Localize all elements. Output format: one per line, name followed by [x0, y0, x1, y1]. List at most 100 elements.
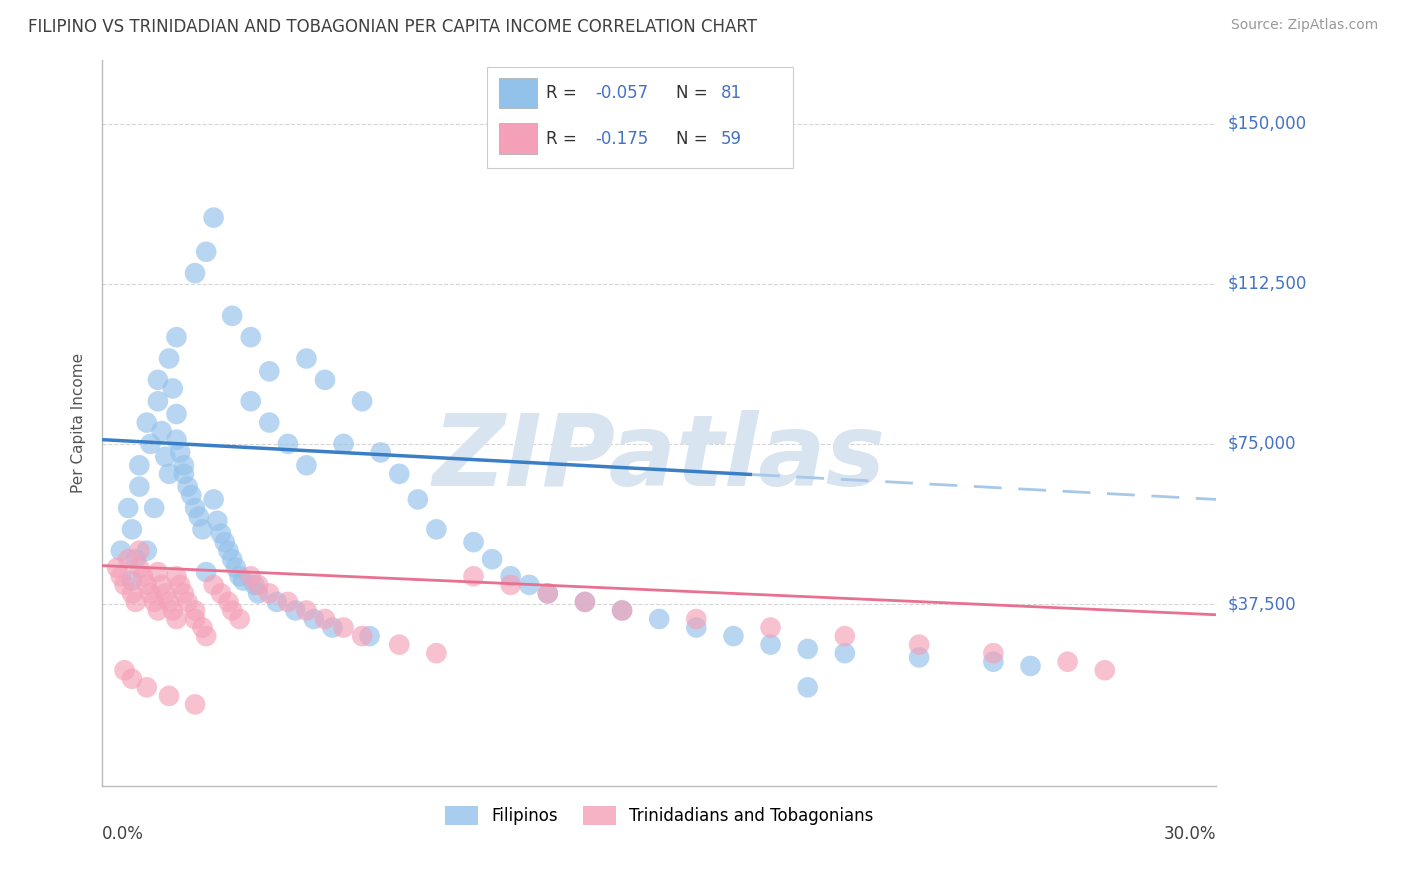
Point: [259, 416, 281, 430]
Point: [221, 552, 243, 566]
Point: [207, 514, 229, 528]
Text: 81: 81: [720, 84, 741, 102]
Text: 0.0%: 0.0%: [103, 825, 143, 844]
Point: [195, 565, 218, 579]
Point: [908, 650, 931, 665]
Point: [321, 621, 343, 635]
Point: [155, 450, 177, 464]
Point: [114, 663, 136, 677]
Point: [352, 629, 374, 643]
Point: [499, 578, 522, 592]
Point: [359, 629, 381, 643]
Point: [425, 646, 447, 660]
Point: [225, 561, 247, 575]
Point: [128, 561, 150, 575]
Point: [406, 492, 429, 507]
Point: [155, 586, 177, 600]
Point: [139, 586, 162, 600]
Point: [295, 603, 318, 617]
Point: [135, 416, 157, 430]
Text: -0.175: -0.175: [596, 129, 650, 148]
Point: [176, 595, 198, 609]
Point: [202, 578, 225, 592]
Point: [796, 681, 818, 695]
Point: [121, 586, 143, 600]
Point: [117, 552, 139, 566]
Point: [332, 437, 354, 451]
Point: [135, 578, 157, 592]
Point: [187, 509, 209, 524]
Point: [110, 543, 132, 558]
Point: [517, 578, 540, 592]
Point: [463, 535, 485, 549]
Point: [143, 595, 166, 609]
Point: [150, 578, 173, 592]
Point: [173, 458, 195, 473]
Text: $150,000: $150,000: [1227, 115, 1306, 133]
Point: [180, 488, 202, 502]
FancyBboxPatch shape: [499, 123, 537, 154]
Point: [184, 603, 207, 617]
Point: [166, 612, 188, 626]
Y-axis label: Per Capita Income: Per Capita Income: [72, 352, 86, 492]
Text: N =: N =: [676, 129, 713, 148]
Point: [228, 569, 250, 583]
Point: [277, 437, 299, 451]
Point: [176, 480, 198, 494]
Text: ZIPatlas: ZIPatlas: [433, 410, 886, 508]
Point: [184, 698, 207, 712]
Point: [105, 561, 128, 575]
Point: [191, 621, 214, 635]
Point: [184, 612, 207, 626]
Point: [259, 586, 281, 600]
Text: 59: 59: [720, 129, 741, 148]
Point: [228, 612, 250, 626]
Point: [463, 569, 485, 583]
Point: [295, 351, 318, 366]
Point: [302, 612, 325, 626]
Point: [135, 543, 157, 558]
Point: [388, 467, 411, 481]
Point: [128, 480, 150, 494]
Point: [166, 433, 188, 447]
Point: [388, 638, 411, 652]
Point: [610, 603, 633, 617]
Point: [157, 595, 180, 609]
Point: [121, 522, 143, 536]
Point: [195, 244, 218, 259]
Point: [209, 526, 232, 541]
Point: [114, 578, 136, 592]
Point: [169, 445, 191, 459]
Point: [259, 364, 281, 378]
Point: [169, 578, 191, 592]
Point: [759, 621, 782, 635]
Point: [370, 445, 392, 459]
Point: [648, 612, 671, 626]
Point: [191, 522, 214, 536]
Legend: Filipinos, Trinidadians and Tobagonians: Filipinos, Trinidadians and Tobagonians: [437, 799, 880, 831]
Point: [217, 543, 239, 558]
Point: [295, 458, 318, 473]
FancyBboxPatch shape: [499, 78, 537, 108]
Point: [239, 569, 262, 583]
Point: [166, 407, 188, 421]
Point: [352, 394, 374, 409]
Point: [908, 638, 931, 652]
Text: Source: ZipAtlas.com: Source: ZipAtlas.com: [1230, 18, 1378, 32]
Point: [239, 330, 262, 344]
Point: [143, 500, 166, 515]
Point: [184, 266, 207, 280]
Point: [162, 381, 184, 395]
Point: [121, 574, 143, 588]
Point: [173, 467, 195, 481]
Point: [247, 586, 270, 600]
Point: [834, 629, 856, 643]
Point: [217, 595, 239, 609]
Point: [221, 603, 243, 617]
Point: [128, 543, 150, 558]
Text: R =: R =: [546, 84, 582, 102]
Point: [983, 646, 1005, 660]
Point: [214, 535, 236, 549]
Point: [162, 603, 184, 617]
Point: [983, 655, 1005, 669]
